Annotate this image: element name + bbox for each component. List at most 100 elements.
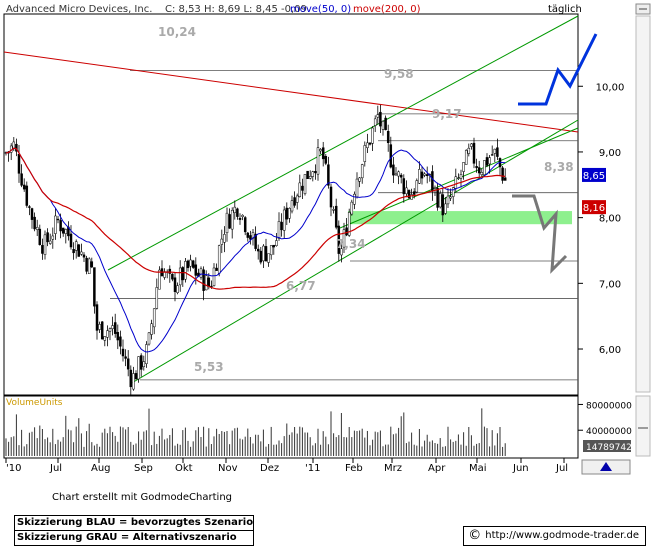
panel-nav-button[interactable] bbox=[635, 395, 651, 457]
candle-body bbox=[25, 185, 29, 206]
candle-body bbox=[173, 277, 177, 292]
candle-body bbox=[295, 195, 299, 203]
candle-body bbox=[103, 336, 107, 341]
x-tick-label: '10 bbox=[6, 463, 21, 474]
x-tick-label: Jul bbox=[555, 463, 568, 474]
candle-body bbox=[98, 324, 101, 330]
candle-body bbox=[355, 178, 359, 198]
candle-body bbox=[293, 197, 296, 206]
candle-body bbox=[282, 209, 286, 231]
x-tick-label: Jun bbox=[512, 463, 529, 474]
candle-body bbox=[368, 142, 372, 145]
candle-body bbox=[150, 323, 153, 335]
candle-body bbox=[176, 285, 179, 293]
candle-body bbox=[264, 246, 268, 262]
y-tick-label: 10,00 bbox=[596, 82, 625, 93]
candle-body bbox=[61, 227, 65, 234]
candle-body bbox=[308, 176, 312, 179]
candle-body bbox=[132, 373, 135, 390]
candle-body bbox=[425, 174, 429, 177]
candle-body bbox=[306, 170, 309, 179]
scroll-up-button[interactable] bbox=[635, 3, 651, 15]
candle-body bbox=[46, 232, 49, 243]
candle-body bbox=[394, 173, 398, 176]
candle-body bbox=[259, 250, 263, 263]
candle-body bbox=[371, 127, 374, 144]
candle-body bbox=[168, 268, 172, 274]
candle-body bbox=[467, 147, 471, 154]
candle-body bbox=[77, 244, 81, 257]
x-tick-label: Jul bbox=[49, 463, 62, 474]
candle-body bbox=[319, 149, 322, 152]
candle-body bbox=[384, 117, 387, 131]
candle-body bbox=[350, 201, 354, 215]
candle-body bbox=[230, 210, 234, 230]
candle-body bbox=[288, 208, 291, 219]
candle-body bbox=[243, 217, 247, 233]
level-label: 10,24 bbox=[158, 25, 196, 39]
candle-body bbox=[438, 193, 442, 208]
candle-body bbox=[100, 321, 104, 340]
candle-body bbox=[147, 332, 151, 345]
candle-body bbox=[345, 227, 348, 236]
candle-body bbox=[303, 174, 307, 194]
volume-last-badge bbox=[583, 440, 631, 452]
candle-body bbox=[412, 191, 416, 195]
candle-body bbox=[449, 196, 452, 199]
x-tick-label: Dez bbox=[260, 463, 279, 474]
candle-body bbox=[225, 212, 229, 233]
candle-body bbox=[472, 142, 476, 164]
blue-scenario-arrow bbox=[518, 33, 598, 106]
candle-body bbox=[189, 259, 192, 267]
candle-body bbox=[90, 261, 94, 268]
candle-body bbox=[113, 322, 117, 334]
zoom-icon[interactable] bbox=[581, 459, 631, 475]
candle-body bbox=[327, 164, 330, 186]
candle-body bbox=[145, 344, 148, 364]
candle-body bbox=[178, 267, 182, 286]
level-labels: 10,24 9,58 9,17 8,38 7,34 6,77 5,53 bbox=[158, 25, 574, 374]
candle-body bbox=[490, 154, 494, 156]
candle-body bbox=[431, 171, 434, 192]
candle-body bbox=[347, 212, 351, 236]
price-badge bbox=[582, 200, 606, 215]
candle-body bbox=[420, 171, 424, 179]
candle-body bbox=[340, 248, 343, 256]
ma50-label: move(50, 0) bbox=[290, 4, 351, 15]
candle-body bbox=[418, 169, 421, 184]
candle-body bbox=[238, 217, 242, 220]
price-badges: 8,65 8,16 bbox=[582, 167, 606, 215]
candle-body bbox=[80, 251, 83, 255]
candle-body bbox=[51, 235, 55, 240]
candle-body bbox=[470, 143, 473, 147]
candle-body bbox=[28, 206, 31, 208]
candle-body bbox=[54, 215, 57, 234]
candle-body bbox=[116, 332, 120, 341]
ma50-line bbox=[5, 147, 506, 353]
interval-label: täglich bbox=[548, 4, 582, 15]
volume-tick-label: 40000000 bbox=[586, 427, 632, 437]
ma200-label: move(200, 0) bbox=[353, 4, 421, 15]
scrollbar[interactable] bbox=[635, 15, 651, 393]
candle-body bbox=[360, 164, 364, 179]
candle-body bbox=[204, 275, 208, 291]
candle-body bbox=[64, 229, 68, 234]
support-zone bbox=[348, 211, 572, 225]
price-badge bbox=[582, 167, 606, 182]
candle-body bbox=[152, 308, 156, 328]
candle-body bbox=[233, 206, 237, 213]
candle-body bbox=[399, 174, 403, 178]
candle-body bbox=[106, 330, 109, 338]
candle-body bbox=[389, 144, 393, 168]
candle-body bbox=[459, 174, 463, 179]
candle-body bbox=[181, 267, 185, 281]
candle-body bbox=[191, 260, 195, 268]
candle-body bbox=[311, 171, 315, 177]
candle-body bbox=[186, 260, 190, 269]
candle-body bbox=[220, 238, 224, 245]
website-link[interactable]: © http://www.godmode-trader.de bbox=[463, 526, 646, 546]
candle-body bbox=[376, 114, 380, 118]
volume-title: VolumeUnits bbox=[6, 398, 63, 408]
candle-body bbox=[56, 218, 60, 221]
candle-body bbox=[290, 200, 294, 212]
